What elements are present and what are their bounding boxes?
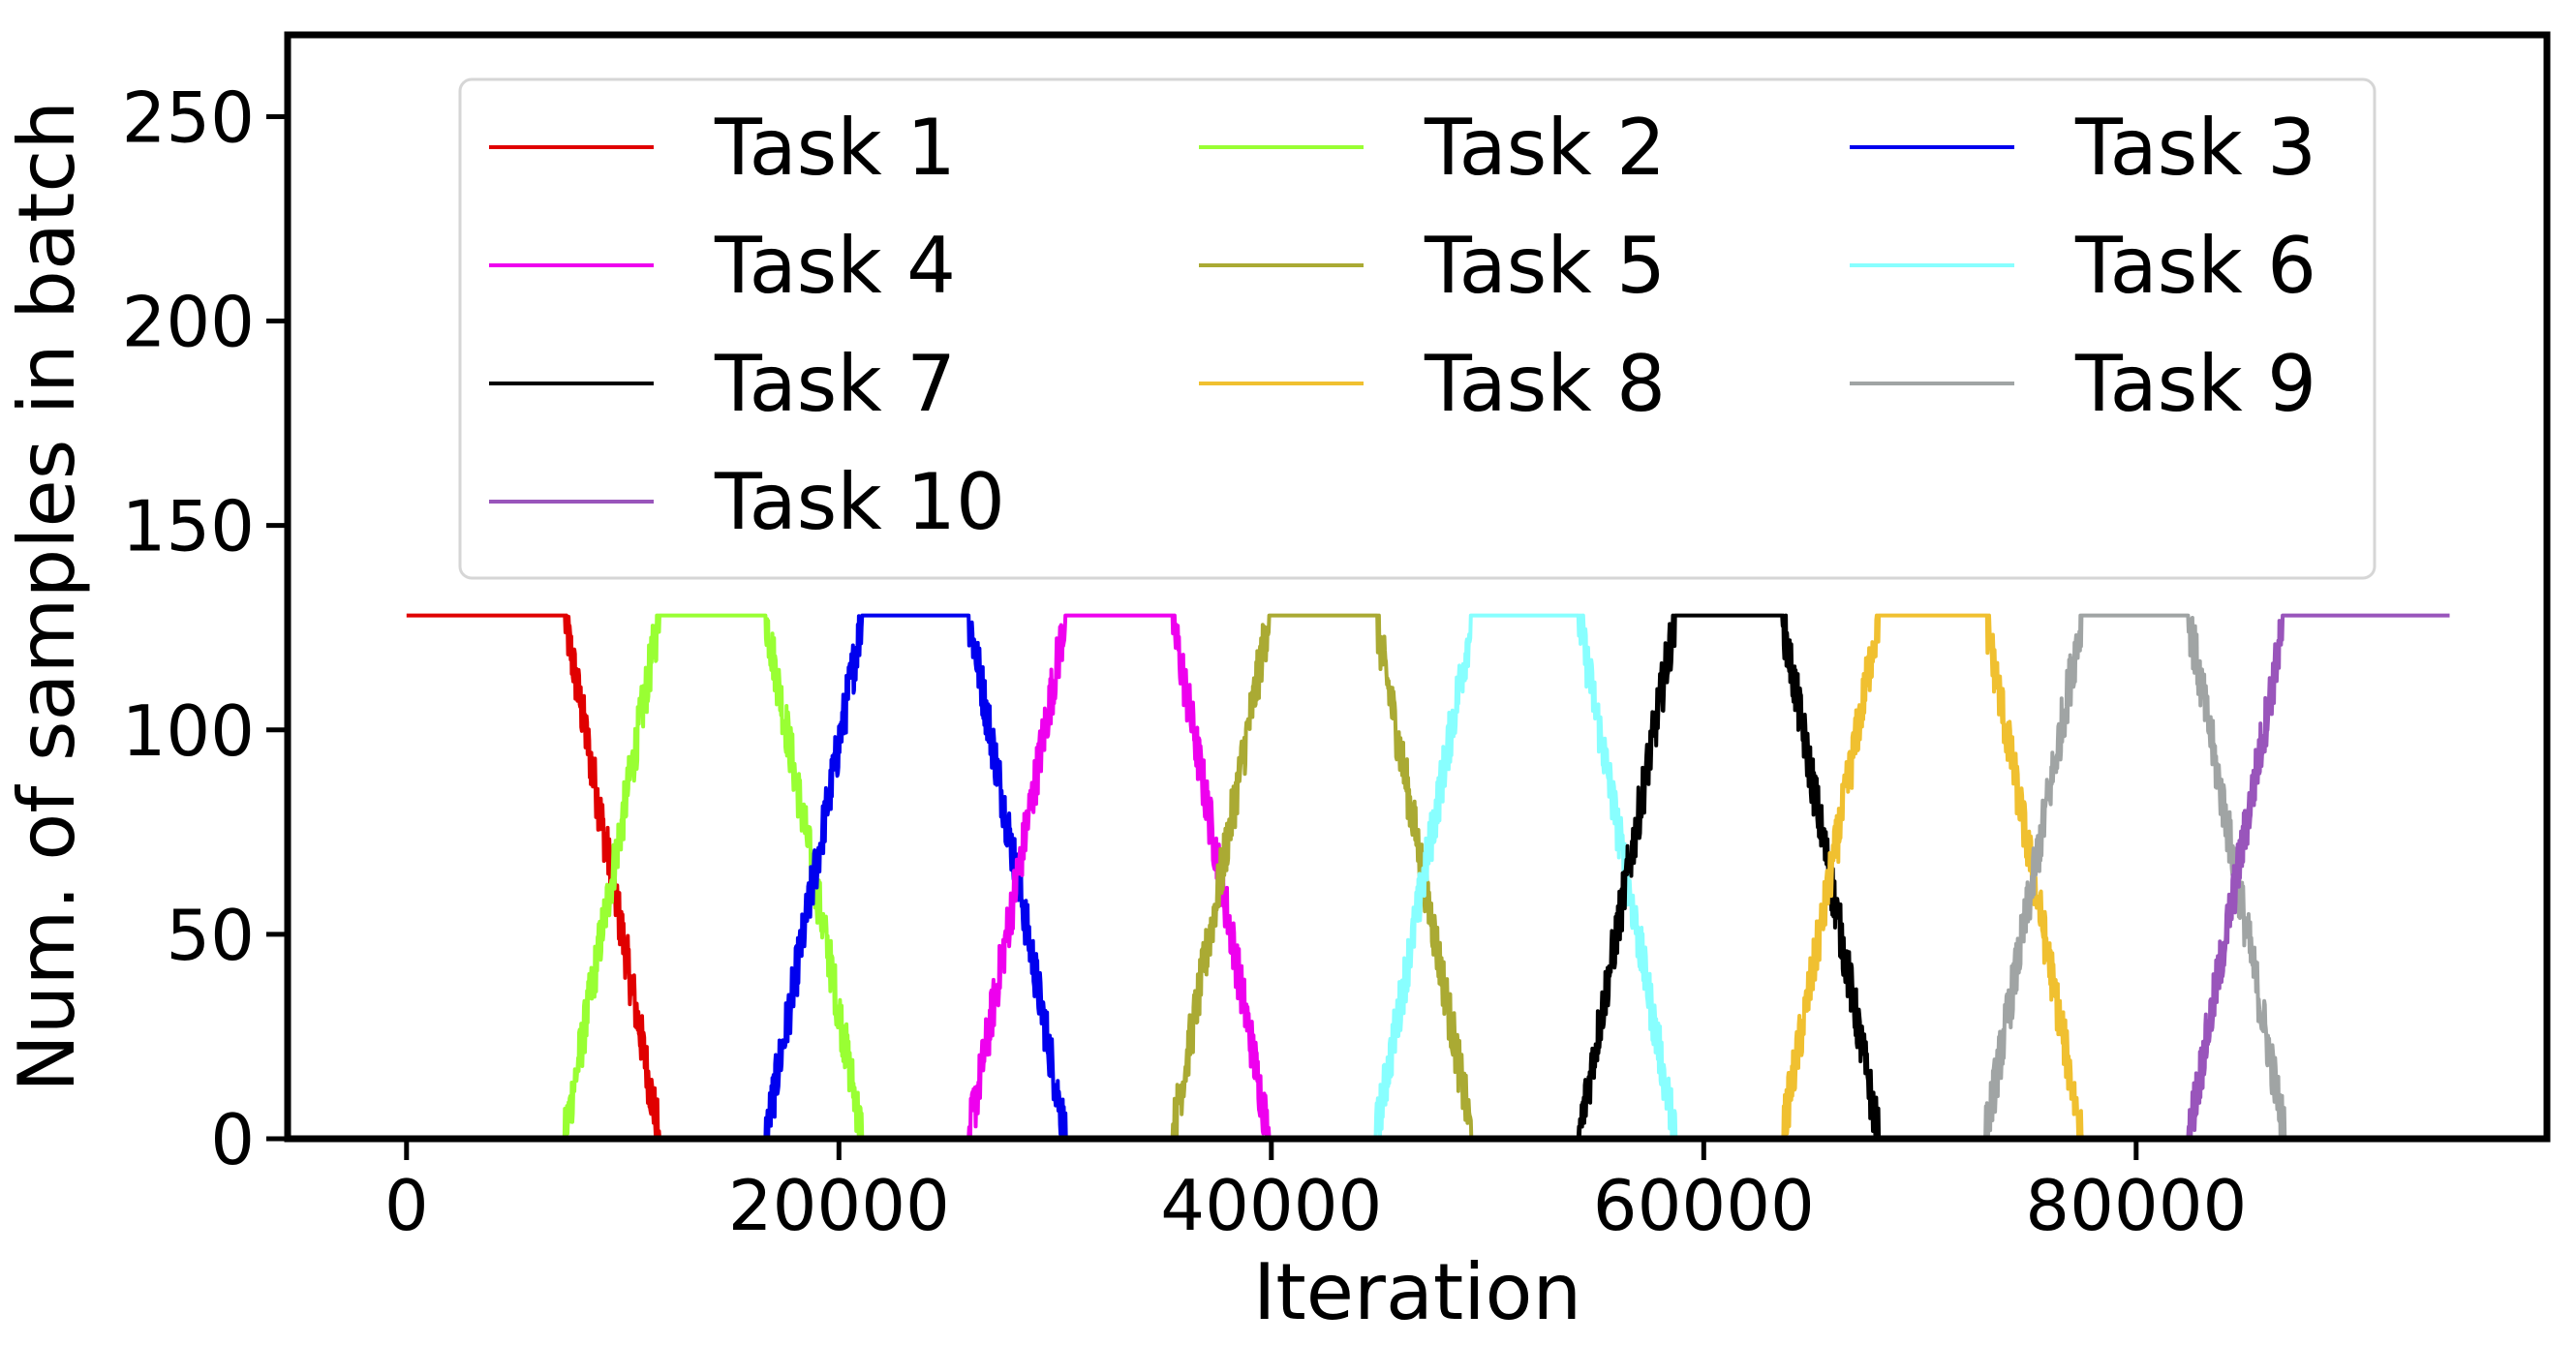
series-line-task-10 xyxy=(2186,613,2450,1141)
series-line-task-9 xyxy=(1983,613,2287,1141)
legend-label-task-3: Task 3 xyxy=(2074,103,2316,193)
x-tick-label: 60000 xyxy=(1593,1165,1815,1246)
y-tick-label: 0 xyxy=(210,1099,255,1180)
x-tick-label: 0 xyxy=(384,1165,429,1246)
y-axis: 0 50 100 150 200 250 xyxy=(122,76,288,1180)
series-line-task-4 xyxy=(966,613,1272,1141)
y-tick-label: 100 xyxy=(122,690,255,772)
legend-label-task-10: Task 10 xyxy=(714,457,1005,547)
series-line-task-3 xyxy=(763,613,1068,1141)
series-line-task-8 xyxy=(1780,613,2084,1141)
x-axis: 0 20000 40000 60000 80000 xyxy=(384,1139,2247,1246)
series-line-task-7 xyxy=(1576,613,1882,1141)
legend-box xyxy=(458,77,2377,580)
series-line-task-5 xyxy=(1170,613,1474,1141)
legend-label-task-2: Task 2 xyxy=(1424,103,1666,193)
series-line-task-6 xyxy=(1373,613,1678,1141)
series-layer xyxy=(406,613,2450,1141)
x-tick-label: 80000 xyxy=(2025,1165,2247,1246)
y-tick-label: 250 xyxy=(122,76,255,158)
legend-label-task-5: Task 5 xyxy=(1424,221,1666,311)
series-line-task-2 xyxy=(562,613,865,1141)
legend: Task 1 Task 2 Task 3 Task 4 Task 5 Task 6 Task… xyxy=(458,77,2377,580)
y-tick-label: 150 xyxy=(122,486,255,567)
x-axis-label: Iteration xyxy=(1253,1247,1581,1337)
legend-label-task-6: Task 6 xyxy=(2074,221,2316,311)
x-tick-label: 40000 xyxy=(1160,1165,1382,1246)
y-tick-label: 50 xyxy=(166,895,255,976)
plot-frame xyxy=(284,31,2551,1143)
legend-label-task-1: Task 1 xyxy=(714,103,956,193)
x-tick-label: 20000 xyxy=(728,1165,950,1246)
y-axis-label: Num. of samples in batch xyxy=(2,101,92,1092)
legend-label-task-8: Task 8 xyxy=(1424,339,1666,429)
series-line-task-1 xyxy=(406,613,661,1141)
y-tick-label: 200 xyxy=(122,282,255,363)
legend-label-task-9: Task 9 xyxy=(2074,339,2316,429)
legend-label-task-4: Task 4 xyxy=(714,221,956,311)
legend-label-task-7: Task 7 xyxy=(714,339,956,429)
